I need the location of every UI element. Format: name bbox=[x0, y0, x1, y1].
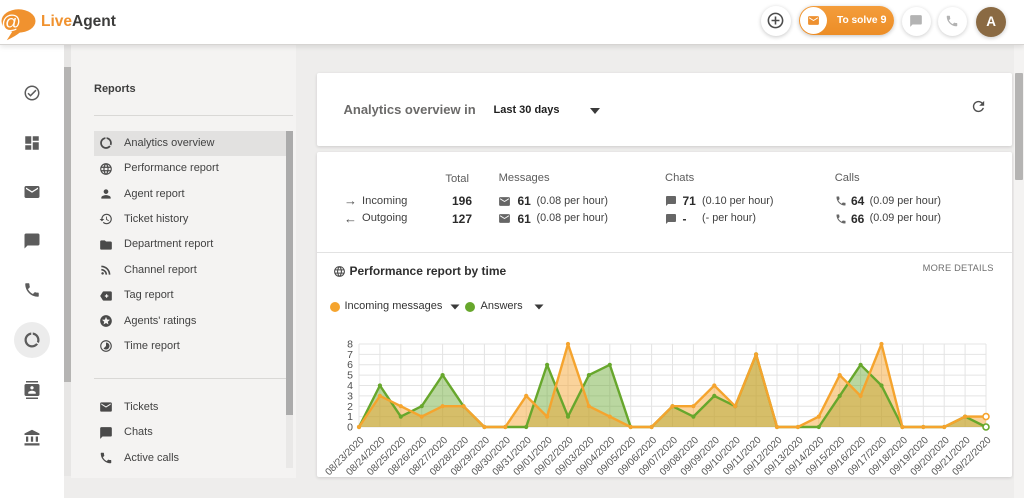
svg-text:7: 7 bbox=[347, 349, 353, 361]
svg-text:2: 2 bbox=[347, 400, 353, 412]
svg-text:4: 4 bbox=[347, 380, 353, 392]
svg-text:8: 8 bbox=[347, 338, 353, 350]
svg-text:@: @ bbox=[1, 12, 21, 34]
svg-text:3: 3 bbox=[347, 390, 353, 402]
svg-text:1: 1 bbox=[347, 411, 353, 423]
svg-text:6: 6 bbox=[347, 359, 353, 371]
svg-text:0: 0 bbox=[347, 421, 353, 433]
svg-text:5: 5 bbox=[347, 369, 353, 381]
